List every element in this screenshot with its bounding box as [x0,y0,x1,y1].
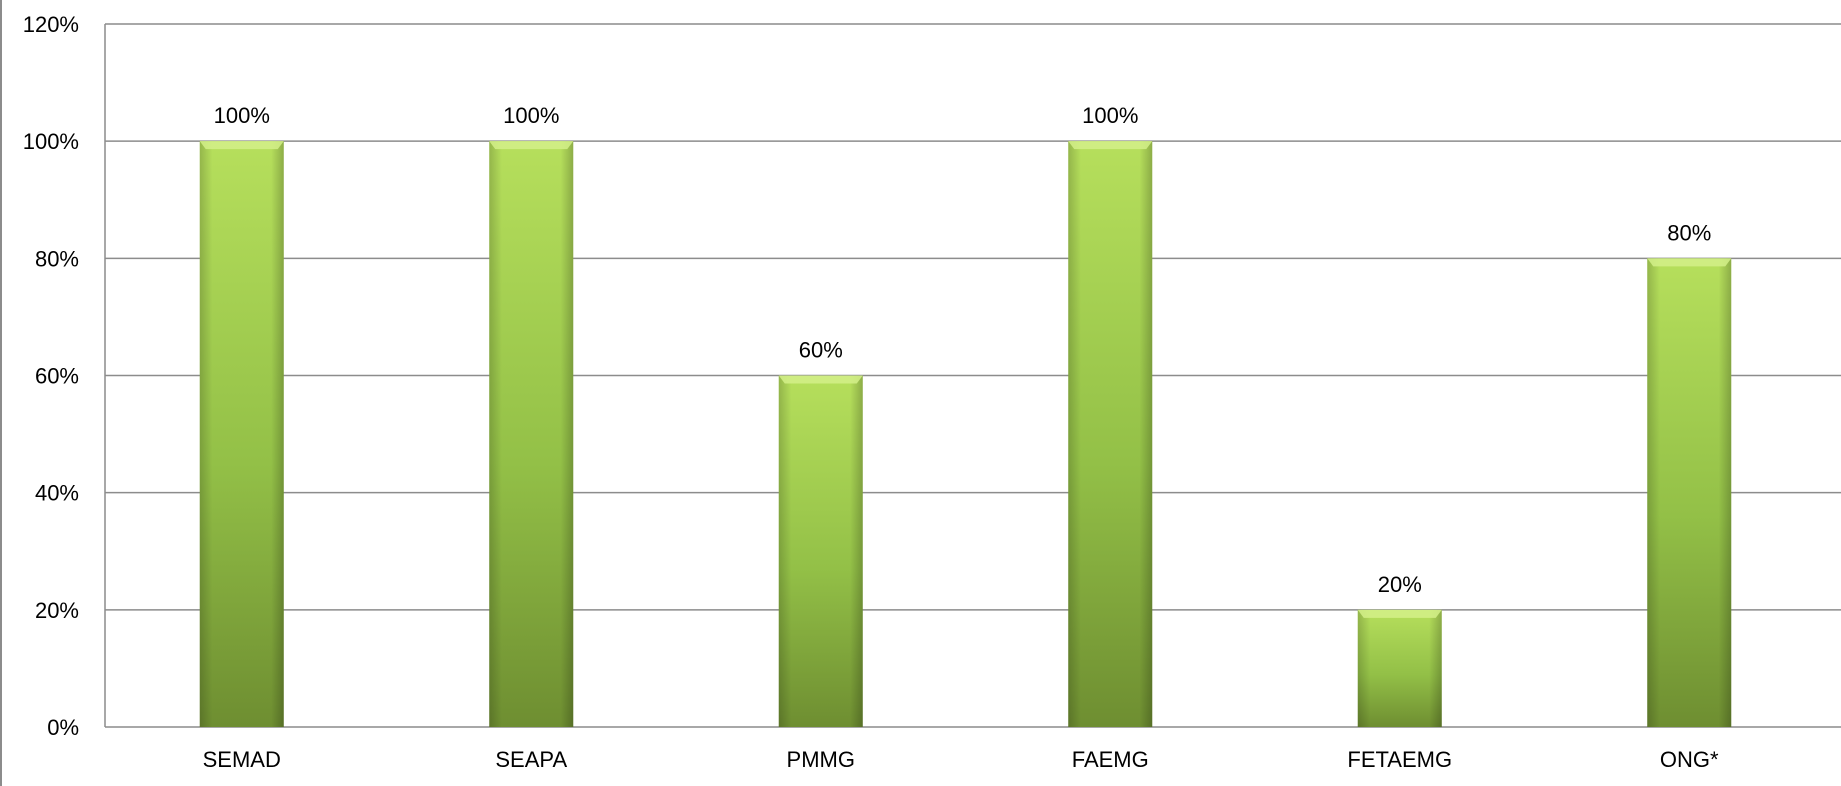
x-category-label: SEMAD [203,747,281,772]
x-category-label: FETAEMG [1347,747,1452,772]
data-label: 80% [1667,220,1711,245]
data-label: 100% [214,103,270,128]
x-category-label: FAEMG [1072,747,1149,772]
data-label: 100% [1082,103,1138,128]
labels: 0% 20% 40% 60% 80% 100% 120% 100% SEMAD 100% SEAPA… [23,12,1719,772]
x-category-label: SEAPA [495,747,567,772]
y-tick-label: 100% [23,129,79,154]
data-label: 60% [799,338,843,363]
x-category-label: PMMG [787,747,855,772]
bar [1647,258,1732,727]
y-tick-label: 60% [35,364,79,389]
x-category-label: ONG* [1660,747,1719,772]
bar [1357,609,1442,727]
gridlines [105,23,1841,728]
bar [1068,141,1153,727]
bars [199,141,1732,727]
data-label: 20% [1378,572,1422,597]
bar [489,141,574,727]
y-tick-label: 40% [35,481,79,506]
y-tick-label: 0% [47,715,79,740]
bar [778,375,863,727]
bar [199,141,284,727]
y-tick-label: 120% [23,12,79,37]
data-label: 100% [503,103,559,128]
y-tick-label: 20% [35,598,79,623]
y-tick-label: 80% [35,246,79,271]
